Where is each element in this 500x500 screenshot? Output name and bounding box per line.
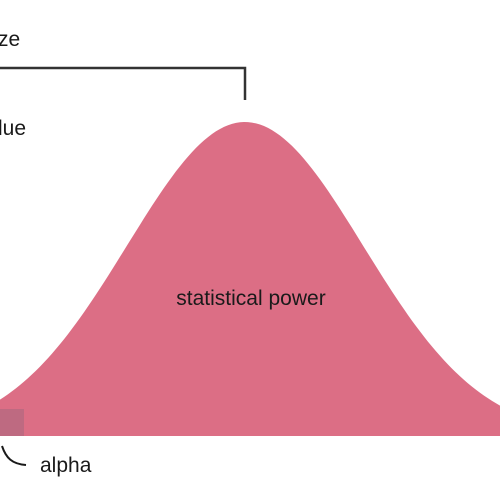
effect-size-label: ze [0, 28, 20, 51]
statistical-power-label: statistical power [176, 287, 325, 310]
effect-size-bracket [0, 66, 247, 100]
alpha-label: alpha [40, 454, 92, 477]
alpha-connector [1, 445, 27, 466]
alpha-region [0, 409, 24, 436]
power-curve [0, 122, 500, 436]
value-label: lue [0, 117, 26, 140]
